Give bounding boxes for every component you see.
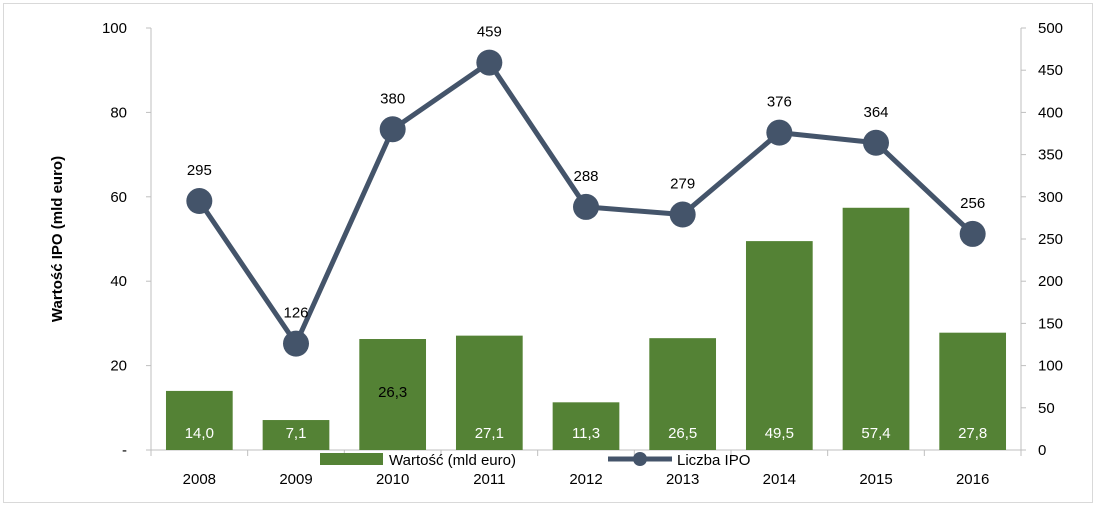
legend-line-marker	[633, 452, 647, 466]
right-tick-label: 500	[1038, 20, 1063, 37]
line-value-label: 256	[960, 195, 985, 212]
bar	[552, 402, 620, 450]
line-value-label: 364	[863, 104, 888, 121]
legend-bar-label: Wartość (mld euro)	[389, 452, 516, 469]
legend-line-label: Liczba IPO	[677, 452, 750, 469]
line-point	[863, 129, 889, 156]
bar	[842, 207, 910, 450]
legend: Wartość (mld euro) Liczba IPO	[320, 452, 750, 469]
line-value-label: 376	[767, 94, 792, 111]
x-tick-label: 2016	[956, 471, 989, 488]
line-value-label: 126	[283, 305, 308, 322]
bar-value-label: 11,3	[572, 425, 600, 442]
y-axis-title: Wartość IPO (mld euro)	[49, 156, 66, 322]
right-tick-label: 350	[1038, 147, 1063, 164]
bar-value-label: 27,8	[958, 425, 987, 442]
right-tick-label: 150	[1038, 315, 1063, 332]
right-tick-label: 400	[1038, 104, 1063, 121]
bar-value-labels: 14,0 7,1 26,3 27,1 11,3 26,5 49,5 57,4 27,8	[185, 384, 988, 442]
right-tick-label: 200	[1038, 273, 1063, 290]
x-tick-label: 2012	[569, 471, 602, 488]
bar	[262, 420, 330, 450]
x-tick-label: 2008	[183, 471, 216, 488]
right-tick-label: 300	[1038, 189, 1063, 206]
bar-value-label: 26,3	[378, 384, 407, 401]
bar	[455, 335, 523, 450]
line-point	[959, 220, 986, 247]
left-tick-labels: - 20 40 60 80 100	[102, 20, 151, 459]
right-tick-label: 100	[1038, 358, 1063, 375]
bar-value-label: 26,5	[668, 425, 697, 442]
legend-bar-swatch	[320, 453, 383, 465]
right-tick-label: 0	[1038, 442, 1046, 459]
right-tick-labels: 0 50 100 150 200 250 300 350 400 450 500	[1021, 20, 1063, 459]
bar	[649, 338, 717, 450]
line-point	[379, 116, 406, 143]
line-point	[669, 201, 696, 228]
line-series	[186, 49, 986, 357]
line-value-labels: 295 126 380 459 288 279 376 364 256	[187, 24, 985, 322]
x-tick-label: 2013	[666, 471, 699, 488]
line-point	[186, 188, 213, 215]
line-value-label: 279	[670, 176, 695, 193]
right-tick-label: 50	[1038, 400, 1055, 417]
bar-value-label: 49,5	[765, 425, 794, 442]
line-value-label: 295	[187, 162, 212, 179]
bar-value-label: 14,0	[185, 425, 214, 442]
bar-value-label: 27,1	[475, 425, 504, 442]
x-tick-label: 2011	[473, 471, 505, 488]
bar	[165, 390, 233, 450]
line-point	[476, 49, 503, 76]
line-value-label: 288	[573, 168, 598, 185]
line-point	[766, 119, 793, 146]
left-tick-label: 20	[110, 358, 127, 375]
x-tick-label: 2014	[763, 471, 796, 488]
left-tick-label: 40	[110, 273, 127, 290]
left-tick-label: 80	[110, 104, 127, 121]
left-tick-label: -	[122, 442, 127, 459]
right-tick-label: 450	[1038, 62, 1063, 79]
x-tick-label: 2015	[859, 471, 892, 488]
bar-series	[165, 207, 1007, 450]
line-value-label: 459	[477, 24, 502, 41]
bar-value-label: 57,4	[861, 425, 890, 442]
x-tick-label: 2009	[279, 471, 312, 488]
bar	[359, 339, 427, 450]
x-tick-label: 2010	[376, 471, 409, 488]
left-tick-label: 60	[110, 189, 127, 206]
bar-value-label: 7,1	[286, 425, 307, 442]
left-tick-label: 100	[102, 20, 127, 37]
bar	[745, 241, 813, 450]
bar	[939, 332, 1007, 450]
line-point	[283, 330, 309, 357]
line-point	[573, 193, 599, 220]
line-value-label: 380	[380, 90, 405, 107]
right-tick-label: 250	[1038, 231, 1063, 248]
x-tick-labels: 2008 2009 2010 2011 2012 2013 2014 2015 2016	[150, 450, 1022, 488]
